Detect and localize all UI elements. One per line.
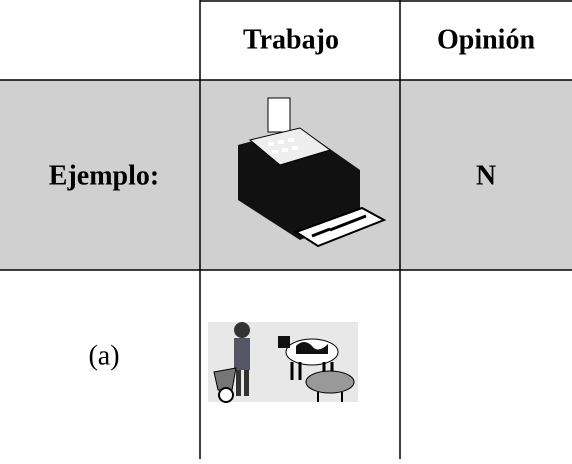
row-label: Ejemplo: [49,160,159,191]
farm-image [208,322,358,403]
row-label: (a) [88,340,119,371]
column-header: Trabajo [243,24,339,55]
column-header: Opinión [437,24,535,55]
opinion-cell: N [476,160,496,191]
cash-register-image [238,97,387,248]
